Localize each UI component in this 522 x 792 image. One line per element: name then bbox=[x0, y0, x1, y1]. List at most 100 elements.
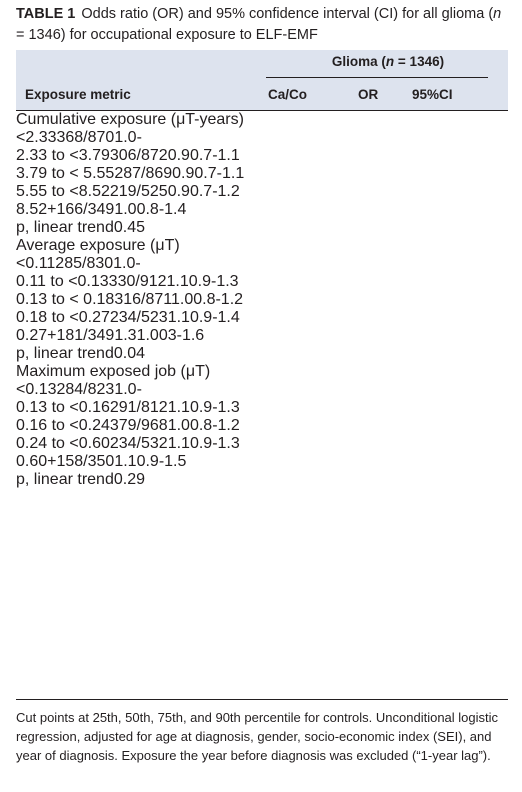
cell: 0.9-1.4 bbox=[189, 309, 240, 326]
table-row: p, linear trend0.45 bbox=[16, 219, 508, 237]
group-rule bbox=[266, 77, 488, 78]
section-title: Average exposure (μT) bbox=[16, 237, 180, 254]
text-segment: Glioma ( bbox=[331, 54, 386, 69]
table-row: 0.27+181/3491.31.003-1.6 bbox=[16, 327, 508, 345]
table-row: <2.33368/8701.0- bbox=[16, 129, 508, 147]
cell: 181/349 bbox=[56, 327, 115, 344]
cell: 0.18 to <0.27 bbox=[16, 309, 110, 326]
cell: 234/523 bbox=[109, 309, 168, 326]
cell: 1.3 bbox=[114, 327, 137, 344]
cell: 306/872 bbox=[109, 147, 168, 164]
table-row: Average exposure (μT) bbox=[16, 237, 508, 255]
cell: 287/869 bbox=[114, 165, 173, 182]
footer-rule bbox=[16, 699, 508, 700]
footnote: Cut points at 25th, 50th, 75th, and 90th… bbox=[16, 710, 499, 763]
cell: 368/870 bbox=[56, 129, 115, 146]
table-row: 2.33 to <3.79306/8720.90.7-1.1 bbox=[16, 147, 508, 165]
table-row: 0.24 to <0.60234/5321.10.9-1.3 bbox=[16, 435, 508, 453]
cell: 0.8-1.4 bbox=[136, 201, 187, 218]
text-segment: n bbox=[493, 6, 502, 22]
cell: 379/968 bbox=[109, 417, 168, 434]
cell: 1.0 bbox=[113, 255, 136, 272]
cell: 1.0 bbox=[170, 291, 194, 308]
cell: 0.24 to <0.60 bbox=[16, 435, 110, 452]
cell: 330/912 bbox=[108, 273, 167, 290]
cell: <2.33 bbox=[16, 129, 57, 146]
cell: 0.9-1.3 bbox=[189, 399, 240, 416]
table-row: 0.60+158/3501.10.9-1.5 bbox=[16, 453, 508, 471]
cell: - bbox=[136, 129, 142, 146]
cell: 1.1 bbox=[167, 399, 190, 416]
text-segment: = 1346) for occupational exposure to ELF… bbox=[16, 27, 318, 43]
table-row: 0.11 to <0.13330/9121.10.9-1.3 bbox=[16, 273, 508, 291]
cell: 5.55 to <8.52 bbox=[16, 183, 110, 200]
cell: 316/871 bbox=[114, 291, 171, 308]
section-title: Maximum exposed job (μT) bbox=[16, 363, 211, 380]
table-row: 3.79 to < 5.55287/8690.90.7-1.1 bbox=[16, 165, 508, 183]
cell: 0.29 bbox=[113, 471, 145, 488]
cell: - bbox=[136, 381, 142, 398]
cell: 0.45 bbox=[113, 219, 145, 236]
cell: 2.33 to <3.79 bbox=[16, 147, 110, 164]
cell: 0.9 bbox=[172, 165, 195, 182]
cell: 0.27+ bbox=[16, 327, 57, 344]
table-row: <0.13284/8231.0- bbox=[16, 381, 508, 399]
cell: 1.0 bbox=[167, 417, 190, 434]
group-header: Glioma (n = 1346) bbox=[268, 54, 508, 69]
cell: 1.1 bbox=[114, 453, 137, 470]
cell: 0.9-1.5 bbox=[136, 453, 187, 470]
table-row: Maximum exposed job (μT) bbox=[16, 363, 508, 381]
cell: 1.0 bbox=[114, 201, 137, 218]
cell: 0.60+ bbox=[16, 453, 57, 470]
cell: 3.79 to < 5.55 bbox=[16, 165, 115, 182]
cell: 0.11 to <0.13 bbox=[16, 273, 109, 290]
cell: 166/349 bbox=[56, 201, 115, 218]
cell: 0.9 bbox=[167, 147, 190, 164]
table-row: 0.13 to < 0.18316/8711.00.8-1.2 bbox=[16, 291, 508, 309]
cell: 158/350 bbox=[56, 453, 115, 470]
table-row: 8.52+166/3491.00.8-1.4 bbox=[16, 201, 508, 219]
column-header: Ca/Co bbox=[268, 87, 308, 102]
cell: 0.13 to <0.16 bbox=[16, 399, 110, 416]
table-row: 0.16 to <0.24379/9681.00.8-1.2 bbox=[16, 417, 508, 435]
cell: 0.13 to < 0.18 bbox=[16, 291, 115, 308]
cell: 1.1 bbox=[167, 309, 190, 326]
cell: <0.13 bbox=[16, 381, 57, 398]
cell: 1.003-1.6 bbox=[136, 327, 205, 344]
text-segment: = 1346) bbox=[394, 54, 445, 69]
section-title: Cumulative exposure (μT-years) bbox=[16, 111, 244, 128]
cell: 0.8-1.2 bbox=[193, 291, 244, 308]
table-row: p, linear trend0.29 bbox=[16, 471, 508, 489]
table-row: 0.18 to <0.27234/5231.10.9-1.4 bbox=[16, 309, 508, 327]
cell: 219/525 bbox=[109, 183, 168, 200]
cell: 1.1 bbox=[166, 273, 189, 290]
cell: 0.16 to <0.24 bbox=[16, 417, 110, 434]
table-body: Cumulative exposure (μT-years) <2.33368/8… bbox=[16, 111, 508, 489]
cell: 0.9 bbox=[167, 183, 190, 200]
cell: 0.8-1.2 bbox=[189, 417, 240, 434]
cell: 234/532 bbox=[109, 435, 168, 452]
cell: 1.0 bbox=[114, 129, 137, 146]
cell: p, linear trend bbox=[16, 345, 114, 362]
cell: p, linear trend bbox=[16, 471, 114, 488]
table-title: TABLE 1 Odds ratio (OR) and 95% confidenc… bbox=[16, 4, 510, 46]
table-row: 5.55 to <8.52219/5250.90.7-1.2 bbox=[16, 183, 508, 201]
cell: 0.04 bbox=[113, 345, 145, 362]
cell: 0.7-1.2 bbox=[189, 183, 240, 200]
column-header: Exposure metric bbox=[25, 87, 131, 102]
cell: 0.7-1.1 bbox=[189, 147, 240, 164]
cell: - bbox=[135, 255, 141, 272]
cell: 0.7-1.1 bbox=[194, 165, 245, 182]
cell: 8.52+ bbox=[16, 201, 57, 218]
table-row: <0.11285/8301.0- bbox=[16, 255, 508, 273]
cell: <0.11 bbox=[16, 255, 56, 272]
table-row: p, linear trend0.04 bbox=[16, 345, 508, 363]
cell: 1.1 bbox=[167, 435, 190, 452]
text-segment: Odds ratio (OR) and 95% confidence inter… bbox=[81, 6, 494, 22]
text-segment: n bbox=[385, 54, 395, 69]
header-rule bbox=[16, 110, 508, 111]
column-header: 95%CI bbox=[412, 87, 453, 102]
table-label: TABLE 1 bbox=[16, 6, 76, 22]
table-header: Glioma (n = 1346) Exposure metric Ca/Co … bbox=[16, 50, 508, 110]
